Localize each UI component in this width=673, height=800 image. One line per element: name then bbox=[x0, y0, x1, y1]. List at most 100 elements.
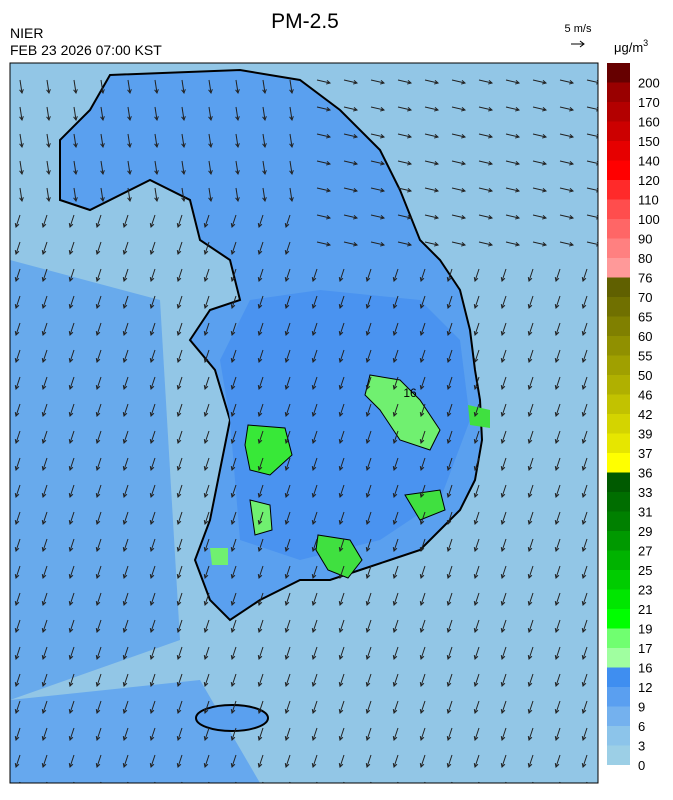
arrow-shaft bbox=[123, 241, 129, 255]
arrow-shaft bbox=[339, 268, 345, 282]
arrow-head bbox=[203, 654, 209, 660]
colorbar-box bbox=[607, 277, 630, 297]
arrow-head bbox=[203, 519, 209, 525]
wind-arrow bbox=[419, 376, 426, 390]
colorbar-tick-label: 76 bbox=[638, 271, 652, 286]
colorbar-box bbox=[607, 687, 630, 707]
arrow-head bbox=[569, 214, 575, 220]
wind-arrow bbox=[343, 106, 359, 112]
colorbar-box bbox=[607, 219, 630, 239]
arrow-head bbox=[257, 330, 263, 336]
wind-arrow bbox=[311, 754, 318, 768]
colorbar-box bbox=[607, 414, 630, 434]
arrow-shaft bbox=[343, 241, 358, 246]
arrow-shaft bbox=[154, 79, 158, 94]
wind-arrow bbox=[176, 592, 183, 606]
arrow-head bbox=[68, 384, 74, 390]
arrow-shaft bbox=[532, 106, 547, 111]
arrow-shaft bbox=[366, 538, 372, 552]
wind-arrow bbox=[14, 754, 21, 768]
arrow-shaft bbox=[46, 133, 50, 148]
arrow-head bbox=[581, 681, 587, 687]
wind-arrow bbox=[419, 484, 426, 498]
wind-arrow bbox=[559, 241, 575, 247]
arrow-shaft bbox=[393, 511, 399, 525]
arrow-shaft bbox=[339, 403, 345, 417]
arrow-shaft bbox=[289, 133, 293, 148]
arrow-head bbox=[554, 681, 560, 687]
wind-arrow bbox=[149, 268, 156, 282]
arrow-head bbox=[500, 762, 506, 768]
wind-arrow bbox=[46, 106, 51, 122]
arrow-head bbox=[311, 681, 317, 687]
arrow-shaft bbox=[181, 106, 185, 121]
arrow-head bbox=[181, 143, 186, 149]
arrow-head bbox=[203, 708, 209, 714]
wind-arrow bbox=[419, 754, 426, 768]
arrow-head bbox=[203, 465, 209, 471]
arrow-head bbox=[100, 170, 105, 176]
arrow-shaft bbox=[582, 430, 588, 444]
arrow-head bbox=[68, 519, 74, 525]
arrow-head bbox=[262, 89, 267, 95]
arrow-shaft bbox=[474, 484, 480, 498]
wind-arrow bbox=[500, 430, 507, 444]
wind-arrow bbox=[230, 673, 237, 687]
arrow-shaft bbox=[123, 511, 129, 525]
arrow-shaft bbox=[501, 565, 507, 579]
arrow-shaft bbox=[505, 160, 520, 165]
wind-arrow bbox=[289, 79, 294, 95]
wind-arrow bbox=[478, 133, 494, 139]
arrow-head bbox=[446, 627, 452, 633]
arrow-head bbox=[181, 170, 186, 176]
arrow-shaft bbox=[235, 187, 239, 202]
wind-arrow bbox=[473, 592, 480, 606]
arrow-head bbox=[289, 89, 294, 95]
arrow-shaft bbox=[505, 187, 520, 192]
wind-arrow bbox=[122, 484, 129, 498]
colorbar-tick-label: 19 bbox=[638, 622, 652, 637]
arrow-head bbox=[500, 708, 506, 714]
wind-arrow bbox=[473, 403, 480, 417]
arrow-head bbox=[95, 222, 101, 228]
arrow-shaft bbox=[424, 133, 439, 138]
arrow-shaft bbox=[501, 754, 507, 768]
arrow-shaft bbox=[208, 133, 212, 148]
arrow-shaft bbox=[150, 646, 156, 660]
wind-arrow bbox=[127, 106, 132, 122]
wind-arrow bbox=[235, 781, 237, 783]
arrow-head bbox=[68, 222, 74, 228]
arrow-shaft bbox=[559, 160, 574, 165]
wind-arrow bbox=[46, 781, 48, 783]
arrow-head bbox=[208, 143, 213, 149]
wind-arrow bbox=[262, 160, 267, 176]
arrow-head bbox=[14, 357, 20, 363]
arrow-shaft bbox=[528, 700, 534, 714]
wind-arrow bbox=[122, 592, 129, 606]
arrow-head bbox=[284, 276, 290, 282]
arrow-head bbox=[95, 735, 101, 741]
arrow-shaft bbox=[231, 727, 237, 741]
wind-arrow bbox=[554, 430, 561, 444]
wind-arrow bbox=[203, 538, 210, 552]
arrow-shaft bbox=[366, 295, 372, 309]
wind-arrow bbox=[505, 106, 521, 112]
wind-arrow bbox=[559, 214, 575, 220]
arrow-shaft bbox=[532, 781, 534, 783]
arrow-head bbox=[285, 790, 289, 794]
arrow-head bbox=[473, 357, 479, 363]
wind-arrow bbox=[68, 673, 75, 687]
arrow-head bbox=[365, 357, 371, 363]
arrow-head bbox=[365, 546, 371, 552]
arrow-head bbox=[95, 492, 101, 498]
wind-arrow bbox=[581, 430, 588, 444]
arrow-shaft bbox=[420, 295, 426, 309]
arrow-shaft bbox=[42, 484, 48, 498]
arrow-shaft bbox=[204, 484, 210, 498]
arrow-head bbox=[554, 519, 560, 525]
wind-arrow bbox=[365, 268, 372, 282]
arrow-head bbox=[203, 357, 209, 363]
arrow-head bbox=[284, 411, 290, 417]
arrow-shaft bbox=[474, 538, 480, 552]
arrow-shaft bbox=[339, 700, 345, 714]
